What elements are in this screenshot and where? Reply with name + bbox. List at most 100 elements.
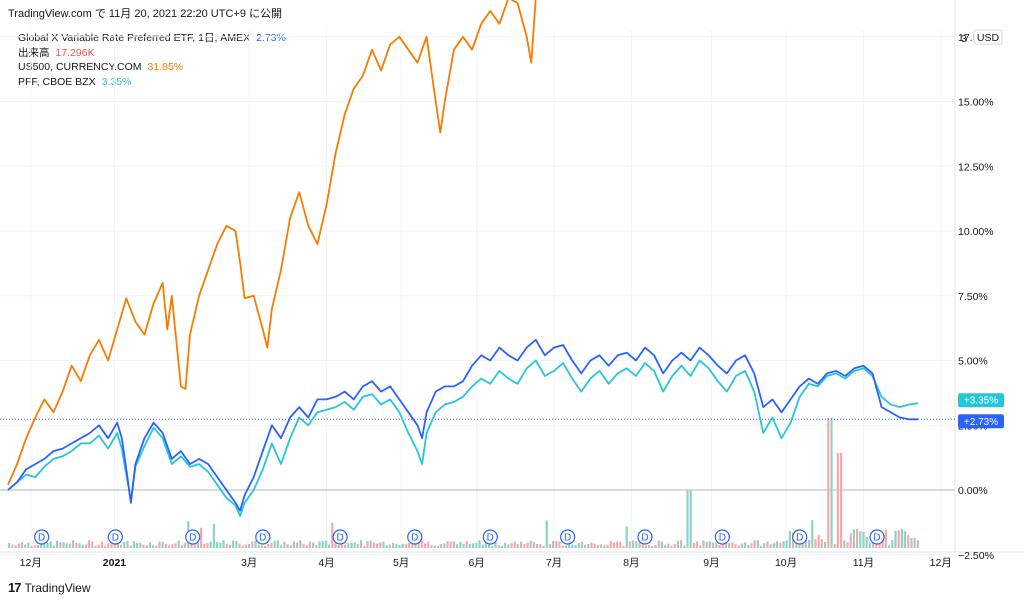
volume-bar — [699, 545, 702, 548]
volume-bar — [692, 542, 695, 548]
legend-row-pff[interactable]: PFF, CBOE BZX 3.35% — [18, 75, 286, 90]
volume-bar — [334, 542, 337, 548]
volume-bar — [164, 543, 167, 548]
volume-bar — [264, 545, 267, 548]
volume-bar — [420, 540, 423, 548]
volume-bar — [571, 544, 574, 548]
volume-bar — [894, 530, 897, 548]
volume-bar — [232, 540, 235, 548]
volume-bar — [222, 540, 225, 548]
volume-bar — [337, 545, 340, 548]
volume-bar — [808, 539, 811, 548]
volume-bar — [760, 545, 763, 548]
dividend-marker[interactable]: D — [714, 529, 730, 545]
dividend-marker[interactable]: D — [792, 529, 808, 545]
volume-bar — [859, 531, 862, 548]
series-line[interactable] — [7, 338, 918, 512]
volume-bar — [433, 545, 436, 548]
x-tick-label: 7月 — [546, 557, 562, 569]
svg-text:D: D — [873, 533, 880, 544]
volume-bar — [46, 542, 49, 548]
volume-bar — [152, 545, 155, 548]
volume-bar — [916, 540, 919, 548]
volume-bar — [347, 543, 350, 548]
legend-row-us500[interactable]: US500, CURRENCY.COM 31.85% — [18, 60, 286, 75]
volume-bar — [558, 541, 561, 548]
x-axis[interactable]: 12月 2021 3月 4月 5月 6月 7月 8月 9月 10月 11月 12月 — [20, 557, 952, 569]
volume-bar — [468, 543, 471, 548]
dividend-marker[interactable]: D — [185, 529, 201, 545]
volume-bar — [206, 542, 209, 548]
volume-bar — [728, 542, 731, 548]
dividend-marker[interactable]: D — [332, 529, 348, 545]
dividend-marker[interactable]: D — [255, 529, 271, 545]
volume-bar — [356, 544, 359, 548]
volume-bar — [91, 541, 94, 548]
volume-bar — [868, 542, 871, 548]
volume-bar — [78, 543, 81, 548]
dividend-marker[interactable]: D — [107, 529, 123, 545]
volume-bar — [212, 523, 215, 548]
volume-bar — [292, 541, 295, 548]
dividend-marker[interactable]: D — [482, 529, 498, 545]
volume-bar — [721, 541, 724, 548]
volume-bar — [260, 545, 263, 548]
series-line[interactable] — [7, 359, 919, 517]
volume-bar — [225, 543, 228, 548]
volume-bar — [712, 542, 715, 548]
legend-row-vrp[interactable]: Global X Variable Rate Preferred ETF, 1日… — [18, 31, 286, 46]
dividend-marker[interactable]: D — [560, 529, 576, 545]
volume-bar — [612, 542, 615, 548]
dividend-marker[interactable]: D — [869, 529, 885, 545]
dividend-marker[interactable]: D — [34, 529, 50, 545]
volume-bar — [491, 545, 494, 548]
volume-bar — [619, 541, 622, 548]
dividend-marker[interactable]: D — [637, 529, 653, 545]
volume-bar — [891, 540, 894, 548]
svg-text:D: D — [189, 533, 196, 544]
volume-bar — [318, 541, 321, 548]
volume-bar — [408, 542, 411, 548]
volume-bar — [142, 544, 145, 548]
volume-bar — [241, 545, 244, 548]
svg-text:D: D — [38, 533, 45, 544]
currency-box[interactable]: USD — [973, 29, 1003, 45]
volume-bar — [724, 541, 727, 548]
volume-bar — [561, 545, 564, 548]
volume-bar — [180, 545, 183, 548]
series-line[interactable] — [7, 0, 918, 486]
volume-bar — [769, 544, 772, 548]
volume-bar — [100, 541, 103, 548]
volume-bar — [75, 543, 78, 548]
volume-bar — [852, 529, 855, 548]
x-tick-label: 5月 — [393, 557, 409, 569]
svg-text:D: D — [259, 533, 266, 544]
volume-bar — [824, 542, 827, 548]
volume-bar — [516, 544, 519, 548]
volume-bar — [897, 530, 900, 548]
volume-bar — [670, 545, 673, 548]
y-axis[interactable]: −2.50%0.00%2.50%5.00%7.50%10.00%12.50%15… — [958, 0, 994, 562]
volume-bar — [616, 541, 619, 548]
volume-bar — [542, 545, 545, 548]
dividend-marker[interactable]: D — [407, 529, 423, 545]
volume-bar — [52, 545, 55, 548]
price-tags: +31.85%+3.35%+2.73% — [958, 393, 1004, 429]
volume-bar — [747, 544, 750, 548]
volume-bar — [312, 542, 315, 548]
volume-bar — [136, 543, 139, 548]
volume-bar — [446, 541, 449, 548]
volume-bar — [449, 541, 452, 548]
volume-bar — [830, 418, 833, 548]
tradingview-logo[interactable]: 17 TradingView — [8, 580, 91, 595]
volume-bar — [456, 544, 459, 548]
x-tick-label: 6月 — [468, 557, 484, 569]
legend-value: 31.85% — [147, 61, 184, 73]
volume-bar — [667, 543, 670, 548]
legend-row-volume[interactable]: 出来高 17.296K — [18, 46, 286, 61]
volume-bar — [27, 542, 30, 548]
volume-bar — [190, 543, 193, 548]
volume-bar — [366, 540, 369, 548]
